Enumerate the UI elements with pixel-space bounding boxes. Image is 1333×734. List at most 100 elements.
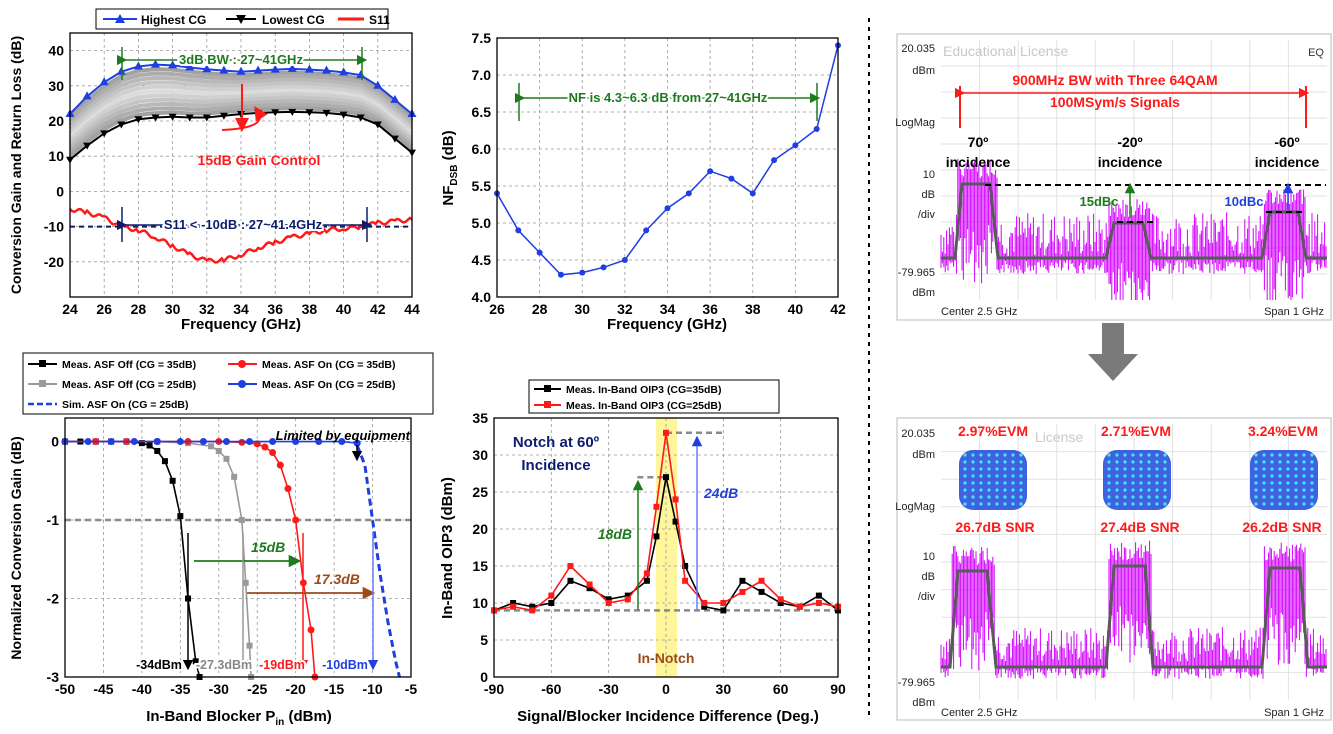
highest-cg-marker xyxy=(202,64,212,73)
-10dbm-label: -10dBm xyxy=(322,658,368,672)
y-tick-label: 0 xyxy=(51,434,59,450)
y-tick-label: -10 xyxy=(44,219,64,235)
constellation-point xyxy=(1302,474,1306,478)
constellation-point xyxy=(1254,460,1258,464)
constellation-point xyxy=(1107,488,1111,492)
notch-band xyxy=(656,418,677,677)
constellation-point xyxy=(1107,467,1111,471)
constellation-point xyxy=(1131,460,1135,464)
x-tick-label: -45 xyxy=(93,681,113,697)
y-tick-label: 0 xyxy=(56,183,64,199)
constellation-point xyxy=(1278,495,1282,499)
constellation-point xyxy=(995,481,999,485)
angle-minus60: -60º xyxy=(1274,134,1299,150)
constellation-point xyxy=(1147,495,1151,499)
legend-oip3-25-marker xyxy=(544,401,551,408)
y-tick-label: 10 xyxy=(48,148,64,164)
constellation-point xyxy=(971,488,975,492)
snr-2: 27.4dB SNR xyxy=(1100,519,1179,535)
constellation-point xyxy=(1302,495,1306,499)
constellation-point xyxy=(1163,453,1167,457)
chart2-frame xyxy=(496,37,839,298)
constellation-point xyxy=(1139,488,1143,492)
blocker-point xyxy=(130,438,138,446)
noise-figure-chart: 26 28 30 32 34 36 38 40 42 4.0 4.5 5.0 5.5 6.0 6.5 7.0 7… xyxy=(440,30,846,333)
constellation-point xyxy=(1294,488,1298,492)
x-tick-label: -20 xyxy=(286,681,306,697)
down-arrow-icon xyxy=(1088,323,1138,381)
constellation-point xyxy=(1131,488,1135,492)
gain-step-curve xyxy=(68,71,414,124)
chart3-legend: Meas. ASF Off (CG = 35dB) Meas. ASF On (… xyxy=(22,352,434,415)
constellation-point xyxy=(1270,488,1274,492)
snr-1: 26.7dB SNR xyxy=(955,519,1034,535)
constellation-point xyxy=(1147,474,1151,478)
constellation-point xyxy=(1019,481,1023,485)
x-tick-label: 30 xyxy=(574,301,590,317)
incidence-minus60: incidence xyxy=(1255,154,1320,170)
oip3-point xyxy=(529,603,536,610)
oip3-point xyxy=(624,592,631,599)
y-tick-label: 40 xyxy=(48,43,64,59)
constellation-point xyxy=(1019,495,1023,499)
oip3-point xyxy=(720,600,727,606)
legend-asf-on-35-marker xyxy=(238,360,246,368)
15dbc-label: 15dBc xyxy=(1079,194,1118,209)
highest-cg-marker xyxy=(390,94,400,103)
constellation-point xyxy=(979,495,983,499)
gain-step-curve xyxy=(68,67,414,120)
y-tick-label: 0 xyxy=(480,669,488,685)
constellation-point xyxy=(1262,467,1266,471)
constellation-point xyxy=(1155,467,1159,471)
constellation-point xyxy=(979,481,983,485)
constellation-point xyxy=(979,488,983,492)
constellation-point xyxy=(1262,481,1266,485)
chart4-legend: Meas. In-Band OIP3 (CG=35dB) Meas. In-Ba… xyxy=(528,379,780,414)
chart4-tick-labels: -90 -60 -30 0 30 60 90 0 5 10 15 20 25 30 35 xyxy=(472,410,846,697)
nf-point xyxy=(792,142,799,149)
constellation-point xyxy=(1310,488,1314,492)
constellation-point xyxy=(1270,460,1274,464)
lowest-cg-marker xyxy=(100,130,109,138)
constellation-point xyxy=(1254,495,1258,499)
spectrum-bottom-mask xyxy=(941,564,1327,669)
highest-cg-marker xyxy=(373,80,383,89)
y-tick-label: 4.5 xyxy=(472,252,492,268)
constellation-point xyxy=(1286,460,1290,464)
constellation-point xyxy=(987,467,991,471)
oip3-point xyxy=(653,503,660,510)
oip3-point xyxy=(586,585,593,592)
oip3-point xyxy=(605,596,612,603)
chart3-x-axis-label: In-Band Blocker Pin (dBm) xyxy=(146,708,332,728)
constellation-point xyxy=(1011,460,1015,464)
constellation-point xyxy=(1107,474,1111,478)
blocker-point xyxy=(192,658,199,665)
oip3-point xyxy=(682,577,689,584)
highest-cg-marker xyxy=(253,65,263,74)
constellation-point xyxy=(971,453,975,457)
bottom-level: -79.965 xyxy=(898,267,935,279)
scale-mode: LogMag xyxy=(895,117,935,129)
constellation-point xyxy=(1107,495,1111,499)
blocker-point xyxy=(153,438,161,446)
legend-asf-off-35: Meas. ASF Off (CG = 35dB) xyxy=(62,359,196,371)
highest-cg-marker xyxy=(99,77,109,86)
y-tick-label: 6.5 xyxy=(472,104,492,120)
y-tick-label: 35 xyxy=(472,410,488,426)
angle-70: 70º xyxy=(968,134,989,150)
constellation-point xyxy=(963,474,967,478)
constellation-point xyxy=(1262,488,1266,492)
constellation-point xyxy=(1254,481,1258,485)
constellation-point xyxy=(1254,488,1258,492)
constellation-point xyxy=(971,481,975,485)
constellation-point xyxy=(1262,502,1266,506)
constellation-point xyxy=(1163,460,1167,464)
constellation-point xyxy=(971,495,975,499)
evm-1: 2.97%EVM xyxy=(958,423,1028,439)
constellation-point xyxy=(979,453,983,457)
legend-asf-off-25: Meas. ASF Off (CG = 25dB) xyxy=(62,379,196,391)
oip3-point xyxy=(682,563,689,569)
scale-value-2: 10 xyxy=(923,551,935,563)
oip3-point xyxy=(605,600,612,606)
lowest-cg-marker xyxy=(305,109,314,117)
